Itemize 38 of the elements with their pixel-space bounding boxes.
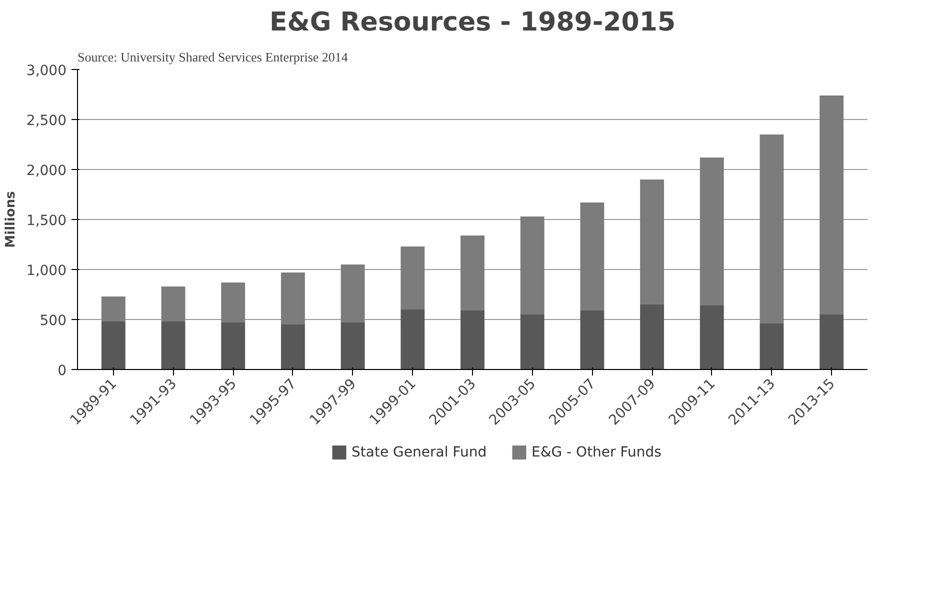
bar [221,322,246,370]
bar [820,96,844,314]
bar [221,282,246,322]
bar [460,310,484,370]
bar [161,286,186,322]
bar [580,310,604,370]
bar [280,324,305,370]
bar [101,296,126,322]
chart-title: E&G Resources - 1989-2015 [269,8,676,38]
bar [101,322,126,370]
y-tick-label: 1,000 [26,263,67,279]
y-tick-label: 0 [58,363,67,379]
bar [280,272,305,324]
bar [700,158,724,306]
y-tick-label: 2,500 [26,113,67,129]
bar [520,216,544,314]
bar [400,310,425,370]
bar [820,314,844,370]
bar [580,202,604,310]
source-note: Source: University Shared Services Enterprise 2014 [78,50,348,64]
bar [520,314,544,370]
bar [640,304,664,370]
bar [760,134,784,324]
bar [400,246,425,310]
bar [340,264,365,322]
bar [760,324,784,370]
y-axis-title: Millions [3,190,18,248]
y-tick-label: 2,000 [26,163,67,179]
legend-label: E&G - Other Funds [531,444,662,460]
bar [460,236,484,310]
y-tick-label: 500 [40,313,67,329]
legend-label: State General Fund [352,444,487,460]
y-tick-label: 1,500 [26,213,67,229]
bar [640,180,664,304]
bar [340,322,365,370]
y-tick-label: 3,000 [26,63,67,79]
bar [700,306,724,370]
bar [161,322,186,370]
